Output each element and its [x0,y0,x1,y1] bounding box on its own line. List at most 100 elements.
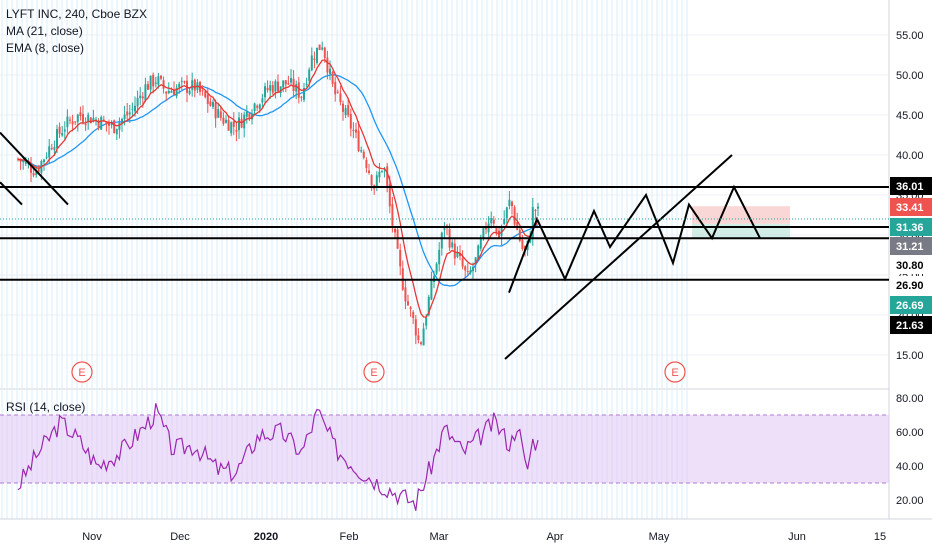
candle-body [305,83,308,85]
candle-body [508,199,511,206]
candle-body [412,312,415,318]
grid-lines [0,34,889,356]
earnings-marker-label: E [671,367,678,379]
candle-body [118,122,121,130]
candle-body [534,209,537,211]
candle-body [204,91,207,98]
earnings-marker[interactable]: E [71,361,93,383]
candle-body [136,97,139,107]
trendline-down-lower [0,181,23,206]
candle-body [162,80,165,89]
session-background [0,0,932,520]
candle-body [284,80,287,85]
candle-body [479,239,482,249]
earnings-marker[interactable]: E [363,361,385,383]
candle-body [388,184,391,207]
rsi-band-fill [0,415,889,483]
candle-body [357,130,360,152]
candle-body [82,114,84,122]
candle-body [440,232,443,249]
candle-body [318,44,321,50]
price-level-tag: 21.63 [890,316,932,334]
candle-body [17,158,19,160]
candle-body [66,116,69,128]
candle-body [472,266,474,272]
candle-body [235,130,238,132]
time-tick-label: Dec [170,531,190,543]
candle-body [123,114,126,119]
ma-legend[interactable]: MA (21, close) [6,24,83,38]
candle-body [89,117,92,124]
candle-body [513,207,516,225]
candle-body [115,128,118,135]
price-tick-label: 40.00 [896,150,924,162]
candle-body [261,98,264,103]
candle-body [316,47,318,63]
candle-body [417,335,420,341]
candle-body [149,75,152,90]
candle-body [173,89,175,95]
price-level-tag: 30.80 [890,256,932,274]
ma-line [17,74,539,287]
candle-body [474,257,477,265]
candle-body [79,112,82,116]
rsi-tick-label: 60.00 [896,427,924,439]
candle-body [375,175,378,187]
ma-line-path [17,74,539,287]
time-tick-label: 15 [874,531,886,543]
candle-body [212,101,214,107]
candle-body [30,166,32,173]
candle-body [266,87,269,91]
candle-body [56,129,58,149]
ema-legend[interactable]: EMA (8, close) [6,41,85,55]
earnings-marker-label: E [370,367,377,379]
earnings-marker[interactable]: E [664,361,686,383]
price-level-tag-label: 30.80 [896,260,924,272]
price-level-tag-label: 26.69 [896,300,924,312]
candle-body [43,159,45,162]
earnings-marker-label: E [78,367,85,379]
rsi-line [17,403,539,511]
candle-body [313,58,316,60]
candle-body [108,122,110,126]
price-axis: 55.0050.0045.0040.0035.0030.0025.0020.00… [890,30,932,507]
candle-body [349,113,352,129]
candle-body [386,166,389,186]
price-level-tag: 31.36 [890,218,932,236]
candle-body [45,156,48,158]
candle-body [180,80,183,82]
candle-body [110,122,113,125]
candle-body [144,84,147,101]
time-tick-label: Feb [340,531,359,543]
candle-body [274,81,277,92]
candle-body [336,91,339,93]
candle-body [128,112,131,115]
candle-body [63,129,66,132]
trend-drawings [0,131,889,360]
rsi-legend[interactable]: RSI (14, close) [6,400,86,414]
price-tick-label: 45.00 [896,110,924,122]
candle-body [256,105,259,108]
candle-body [121,118,123,124]
candle-body [279,86,282,93]
candle-body [381,170,383,172]
candle-body [282,80,285,88]
candle-body [102,119,105,121]
candle-body [297,82,300,98]
candle-body [154,82,157,84]
candle-body [126,111,129,116]
candle-body [443,228,446,230]
candle-body [245,111,248,117]
symbol-title[interactable]: LYFT INC, 240, Cboe BZX [6,7,147,21]
candle-body [394,228,396,233]
candle-body [87,114,90,122]
price-level-tag-bg [890,316,932,334]
candle-body [422,328,425,346]
candle-body [438,249,441,265]
candle-body [409,307,412,309]
candle-body [22,161,25,163]
candle-body [355,129,357,133]
candle-body [290,78,292,83]
